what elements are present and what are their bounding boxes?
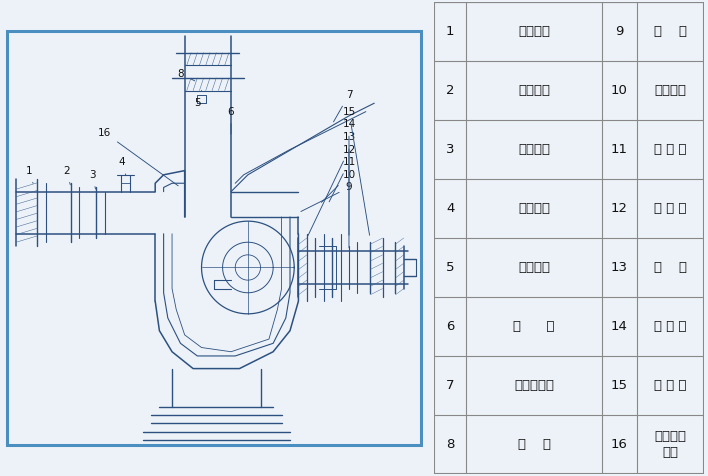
Text: 1: 1 — [446, 25, 455, 39]
Text: 泵      体: 泵 体 — [513, 320, 555, 333]
Text: 4: 4 — [118, 157, 126, 175]
Text: 叶    轮: 叶 轮 — [654, 25, 687, 39]
Text: 叶轮螺母
螺栓: 叶轮螺母 螺栓 — [655, 430, 687, 459]
Text: 2: 2 — [446, 84, 455, 97]
Text: 13: 13 — [611, 261, 628, 274]
Text: 5: 5 — [446, 261, 455, 274]
Text: 进口接管: 进口接管 — [518, 25, 550, 39]
Text: 16: 16 — [611, 437, 628, 451]
Text: 8: 8 — [177, 69, 195, 81]
Text: 机械密封: 机械密封 — [655, 84, 687, 97]
Text: 5: 5 — [194, 90, 202, 108]
Text: 进口法兰: 进口法兰 — [518, 84, 550, 97]
Text: 10: 10 — [321, 170, 355, 202]
Text: 底 盖 板: 底 盖 板 — [654, 379, 687, 392]
Text: 出口接管: 出口接管 — [518, 261, 550, 274]
Text: 11: 11 — [329, 157, 355, 202]
Text: 挡 水 圈: 挡 水 圈 — [654, 143, 687, 156]
Text: 后    盖: 后 盖 — [518, 437, 551, 451]
Text: 1: 1 — [25, 166, 33, 183]
Text: 9: 9 — [615, 25, 624, 39]
Text: 4: 4 — [446, 202, 455, 215]
Text: 轴 承 盖: 轴 承 盖 — [654, 320, 687, 333]
Text: 进口阀座: 进口阀座 — [518, 143, 550, 156]
Text: 10: 10 — [611, 84, 628, 97]
Text: 14: 14 — [343, 119, 355, 235]
Text: 2: 2 — [64, 166, 70, 185]
Text: 6: 6 — [228, 107, 234, 134]
Text: 12: 12 — [611, 202, 628, 215]
Text: 11: 11 — [611, 143, 628, 156]
Text: 12: 12 — [308, 145, 355, 236]
Text: 7: 7 — [333, 90, 353, 122]
Text: 泵    轴: 泵 轴 — [654, 261, 687, 274]
Text: 14: 14 — [611, 320, 628, 333]
Text: 16: 16 — [98, 128, 178, 186]
Text: 15: 15 — [611, 379, 628, 392]
Text: 6: 6 — [446, 320, 455, 333]
Text: 3: 3 — [88, 170, 96, 189]
Text: 9: 9 — [301, 182, 353, 211]
Text: 3: 3 — [446, 143, 455, 156]
Text: 7: 7 — [446, 379, 455, 392]
Text: 8: 8 — [446, 437, 455, 451]
Text: 13: 13 — [343, 132, 355, 248]
Text: 气液分离管: 气液分离管 — [514, 379, 554, 392]
Text: 轴 承 座: 轴 承 座 — [654, 202, 687, 215]
Text: 15: 15 — [343, 107, 370, 235]
Text: 加水阀门: 加水阀门 — [518, 202, 550, 215]
